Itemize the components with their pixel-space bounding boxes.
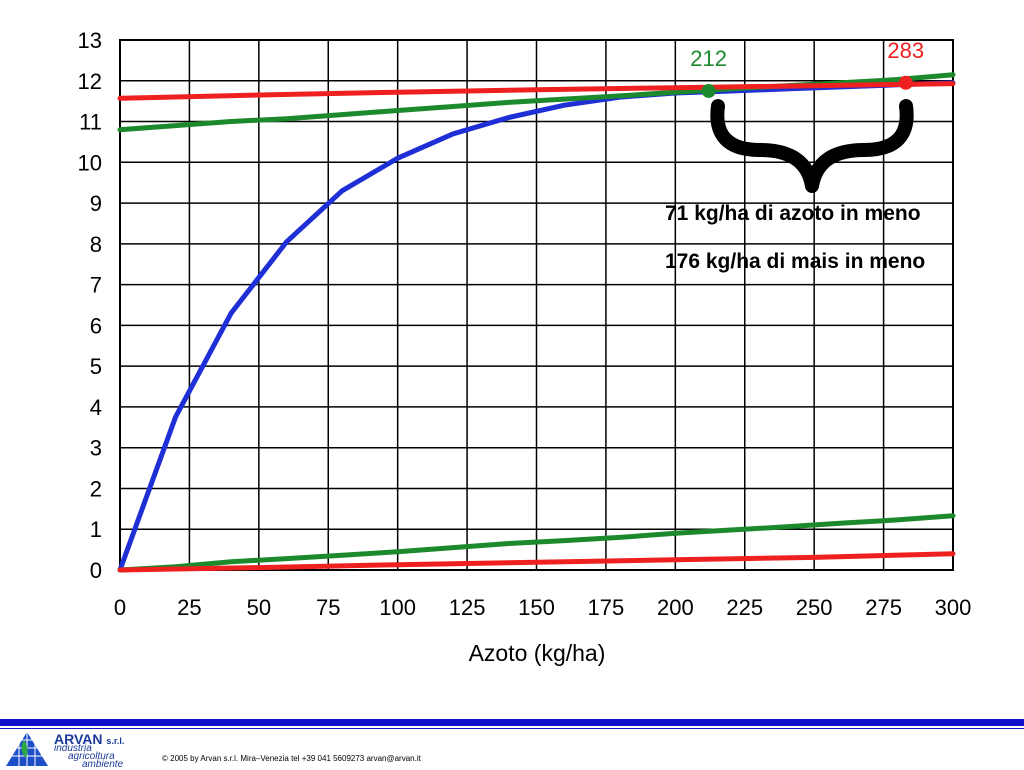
x-tick-label: 275 — [865, 595, 902, 620]
logo-line-industria: industria — [54, 743, 92, 754]
x-tick-label: 175 — [588, 595, 625, 620]
arvan-logo: ARVAN s.r.l. industria agricoltura ambie… — [4, 728, 174, 770]
x-tick-label: 50 — [247, 595, 271, 620]
x-tick-label: 250 — [796, 595, 833, 620]
x-axis-label: Azoto (kg/ha) — [469, 640, 606, 666]
y-tick-label: 11 — [79, 110, 102, 135]
y-tick-label: 0 — [90, 558, 102, 583]
y-tick-label: 9 — [90, 191, 102, 216]
x-tick-label: 125 — [449, 595, 486, 620]
copyright-text: © 2005 by Arvan s.r.l. Mira–Venezia tel … — [162, 754, 421, 763]
footer-bar — [0, 719, 1024, 726]
logo-line-ambiente: ambiente — [82, 759, 124, 770]
footer-rule — [0, 728, 1024, 729]
curly-brace — [710, 99, 914, 193]
logo-name: ARVAN s.r.l. — [54, 731, 125, 747]
marker-label-212: 212 — [690, 46, 727, 71]
x-tick-label: 25 — [177, 595, 201, 620]
chart-markers: 212 283 — [690, 38, 924, 98]
marker-point-283 — [898, 75, 913, 90]
y-tick-label: 2 — [90, 476, 102, 501]
x-tick-label: 75 — [316, 595, 340, 620]
series-line-5 — [117, 551, 956, 573]
x-tick-label: 200 — [657, 595, 694, 620]
chart-series — [117, 72, 956, 573]
y-tick-label: 5 — [90, 354, 102, 379]
x-tick-label: 225 — [726, 595, 763, 620]
plot-frame — [119, 39, 954, 571]
y-tick-label: 10 — [78, 150, 102, 175]
x-tick-label: 0 — [114, 595, 126, 620]
y-tick-label: 7 — [90, 273, 102, 298]
y-tick-label: 8 — [90, 232, 102, 257]
y-tick-label: 4 — [90, 395, 102, 420]
y-tick-label: 3 — [90, 436, 102, 461]
y-tick-label: 13 — [78, 28, 102, 53]
marker-point-212 — [701, 83, 716, 98]
marker-label-283: 283 — [887, 38, 924, 63]
x-tick-label: 300 — [935, 595, 972, 620]
y-tick-label: 6 — [90, 313, 102, 338]
y-tick-label: 12 — [78, 69, 102, 94]
y-tick-label: 1 — [90, 517, 102, 542]
annotation-nitrogen-saved: 71 kg/ha di azoto in meno — [665, 202, 921, 225]
annotation-corn-less: 176 kg/ha di mais in meno — [665, 250, 925, 273]
x-axis-ticks: 0 25 50 75 100 125 150 175 200 225 250 275 300 — [114, 595, 971, 620]
x-tick-label: 100 — [379, 595, 416, 620]
x-tick-label: 150 — [518, 595, 555, 620]
logo-line-agricoltura: agricoltura — [68, 751, 115, 762]
series-line-4 — [117, 513, 956, 573]
series-line-3 — [117, 81, 956, 101]
logo-mark-icon — [6, 732, 48, 766]
